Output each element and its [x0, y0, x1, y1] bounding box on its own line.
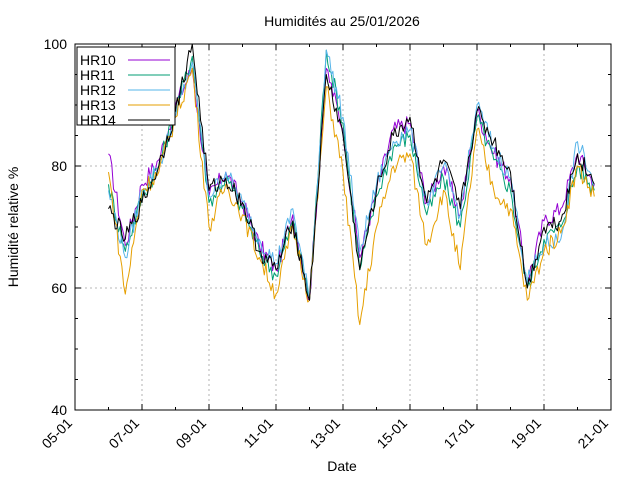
legend-label: HR12 — [80, 82, 116, 98]
x-tick-label: 21-01 — [574, 415, 611, 452]
legend-label: HR10 — [80, 52, 116, 68]
x-tick-label: 11-01 — [240, 415, 276, 451]
series-line-hr13 — [108, 67, 595, 326]
x-axis-label: Date — [327, 458, 357, 474]
series-line-hr11 — [108, 49, 595, 301]
legend-label: HR13 — [80, 97, 116, 113]
series-line-hr12 — [108, 49, 595, 301]
y-tick-label: 40 — [51, 402, 67, 418]
x-tick-label: 07-01 — [105, 415, 142, 452]
x-tick-label: 05-01 — [38, 415, 75, 452]
legend-label: HR11 — [80, 67, 115, 83]
y-tick-label: 60 — [51, 280, 67, 296]
legend-label: HR14 — [80, 112, 116, 128]
y-tick-label: 80 — [51, 158, 67, 174]
x-tick-label: 17-01 — [440, 415, 477, 452]
x-tick-label: 13-01 — [306, 415, 343, 452]
x-tick-label: 15-01 — [373, 415, 410, 452]
y-tick-label: 100 — [44, 36, 68, 52]
series-lines — [108, 43, 595, 326]
x-tick-label: 09-01 — [172, 415, 209, 452]
x-tick-label: 19-01 — [507, 415, 544, 452]
chart-title: Humidités au 25/01/2026 — [264, 13, 420, 29]
series-line-hr14 — [108, 43, 595, 301]
y-axis-label: Humidité relative % — [5, 167, 21, 288]
